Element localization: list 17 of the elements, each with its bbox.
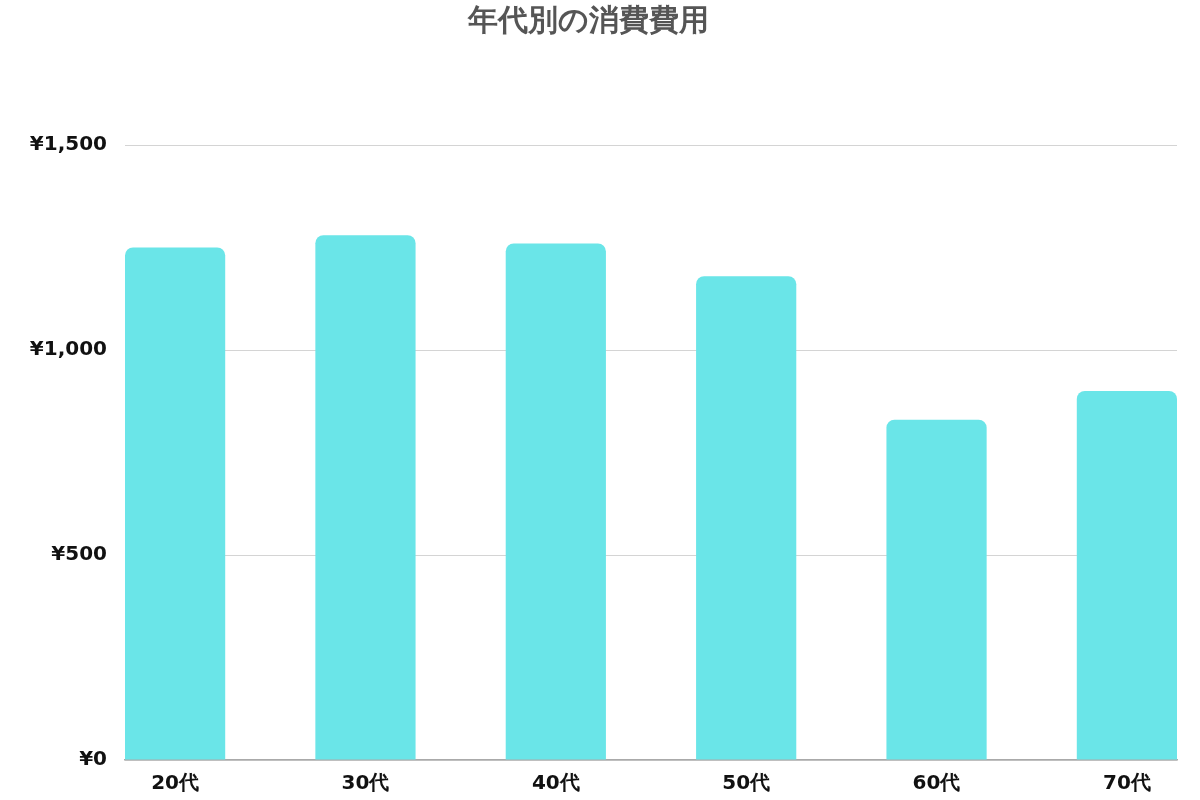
bar [505, 243, 606, 760]
y-tick-label: ¥1,500 [29, 131, 107, 156]
y-tick-label: ¥1,000 [29, 336, 107, 361]
bar [886, 419, 987, 760]
y-tick-label: ¥0 [79, 746, 107, 771]
x-tick-label: 70代 [1102, 770, 1151, 795]
x-tick-label: 50代 [722, 770, 771, 795]
bar [125, 247, 226, 760]
bar [696, 276, 797, 760]
x-tick-label: 20代 [151, 770, 200, 795]
x-tick-label: 30代 [341, 770, 390, 795]
chart-title: 年代別の消費費用 [467, 1, 709, 37]
x-tick-label: 60代 [912, 770, 961, 795]
bar [315, 235, 416, 760]
y-tick-label: ¥500 [51, 541, 107, 566]
bar [1076, 391, 1177, 760]
x-tick-label: 40代 [531, 770, 580, 795]
